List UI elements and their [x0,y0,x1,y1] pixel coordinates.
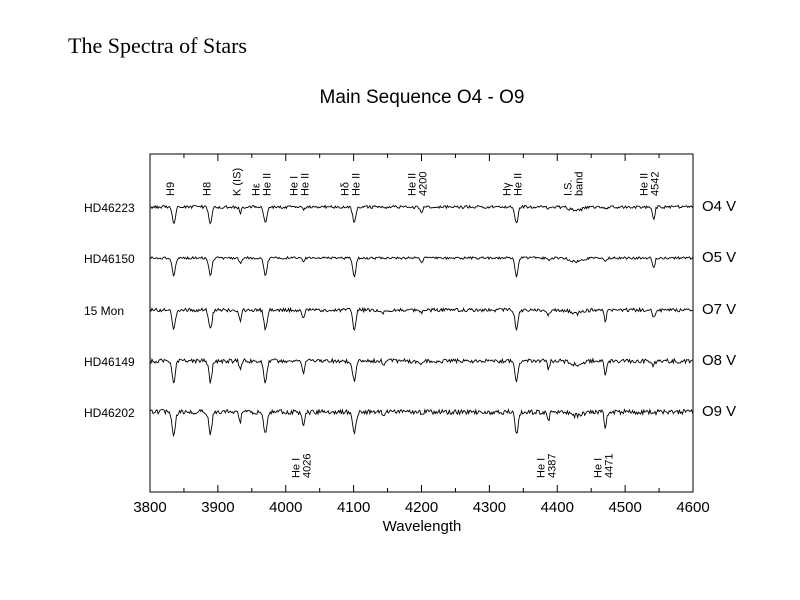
line-id-label: I.S. [563,179,575,196]
spectral-type-label: O7 V [702,301,736,318]
line-id-label: He I [288,176,300,196]
spectral-type-label: O5 V [702,249,736,266]
line-id-label: He I [592,458,604,478]
spectral-type-label: O4 V [702,198,736,215]
series-name-label: HD46202 [84,406,135,420]
line-id-label: He II [299,173,311,196]
line-identifications: H9 H8 K (IS) Hε He II He I He II Hδ He II He II 42… [165,168,662,478]
line-id-label: Hδ [339,182,351,196]
series-name-label: 15 Mon [84,304,124,318]
line-id-label: 4542 [650,172,662,196]
line-id-label: He II [350,173,362,196]
x-tick-label: 3900 [201,499,234,516]
line-id-label: H9 [165,182,177,196]
line-id-label: 4200 [418,172,430,196]
line-id-label: 4387 [546,454,558,478]
series-name-label: HD46150 [84,252,135,266]
line-id-label: He II [407,173,419,196]
slide-title: The Spectra of Stars [68,33,247,58]
line-id-label: 4026 [301,454,313,478]
spectral-type-label: O9 V [702,403,736,420]
x-tick-label: 4500 [608,499,641,516]
series-name-label: HD46149 [84,355,135,369]
line-id-label: He II [513,173,525,196]
plot-frame [149,153,694,493]
line-id-label: He II [639,173,651,196]
x-tick-label: 4600 [676,499,709,516]
line-id-label: Hε [250,183,262,196]
line-id-label: He I [535,458,547,478]
x-tick-label: 4000 [269,499,302,516]
x-axis: 3800 3900 4000 4100 4200 4300 4400 4500 4600 [133,154,710,516]
line-id-label: H8 [201,182,213,196]
x-tick-label: 4400 [541,499,574,516]
chart-title: Main Sequence O4 - O9 [320,87,525,108]
spectra-series-group: HD46223 O4 V HD46150 O5 V 15 Mon O7 V HD46149 O… [84,198,736,438]
spectrum-line [149,255,694,278]
line-id-label: He II [261,173,273,196]
line-id-label: 4471 [603,454,615,478]
x-tick-label: 3800 [133,499,166,516]
line-id-label: He I [290,458,302,478]
x-axis-label: Wavelength [383,518,462,535]
spectral-type-label: O8 V [702,352,736,369]
x-tick-label: 4100 [337,499,370,516]
x-tick-label: 4200 [405,499,438,516]
spectrum-line [149,408,694,438]
line-id-label: Hγ [502,182,514,196]
spectrum-line [149,357,693,384]
series-name-label: HD46223 [84,201,135,215]
line-id-label: K (IS) [231,168,243,196]
spectrum-line [149,306,693,332]
spectrum-line [149,204,694,225]
x-tick-label: 4300 [473,499,506,516]
line-id-label: band [574,172,586,196]
